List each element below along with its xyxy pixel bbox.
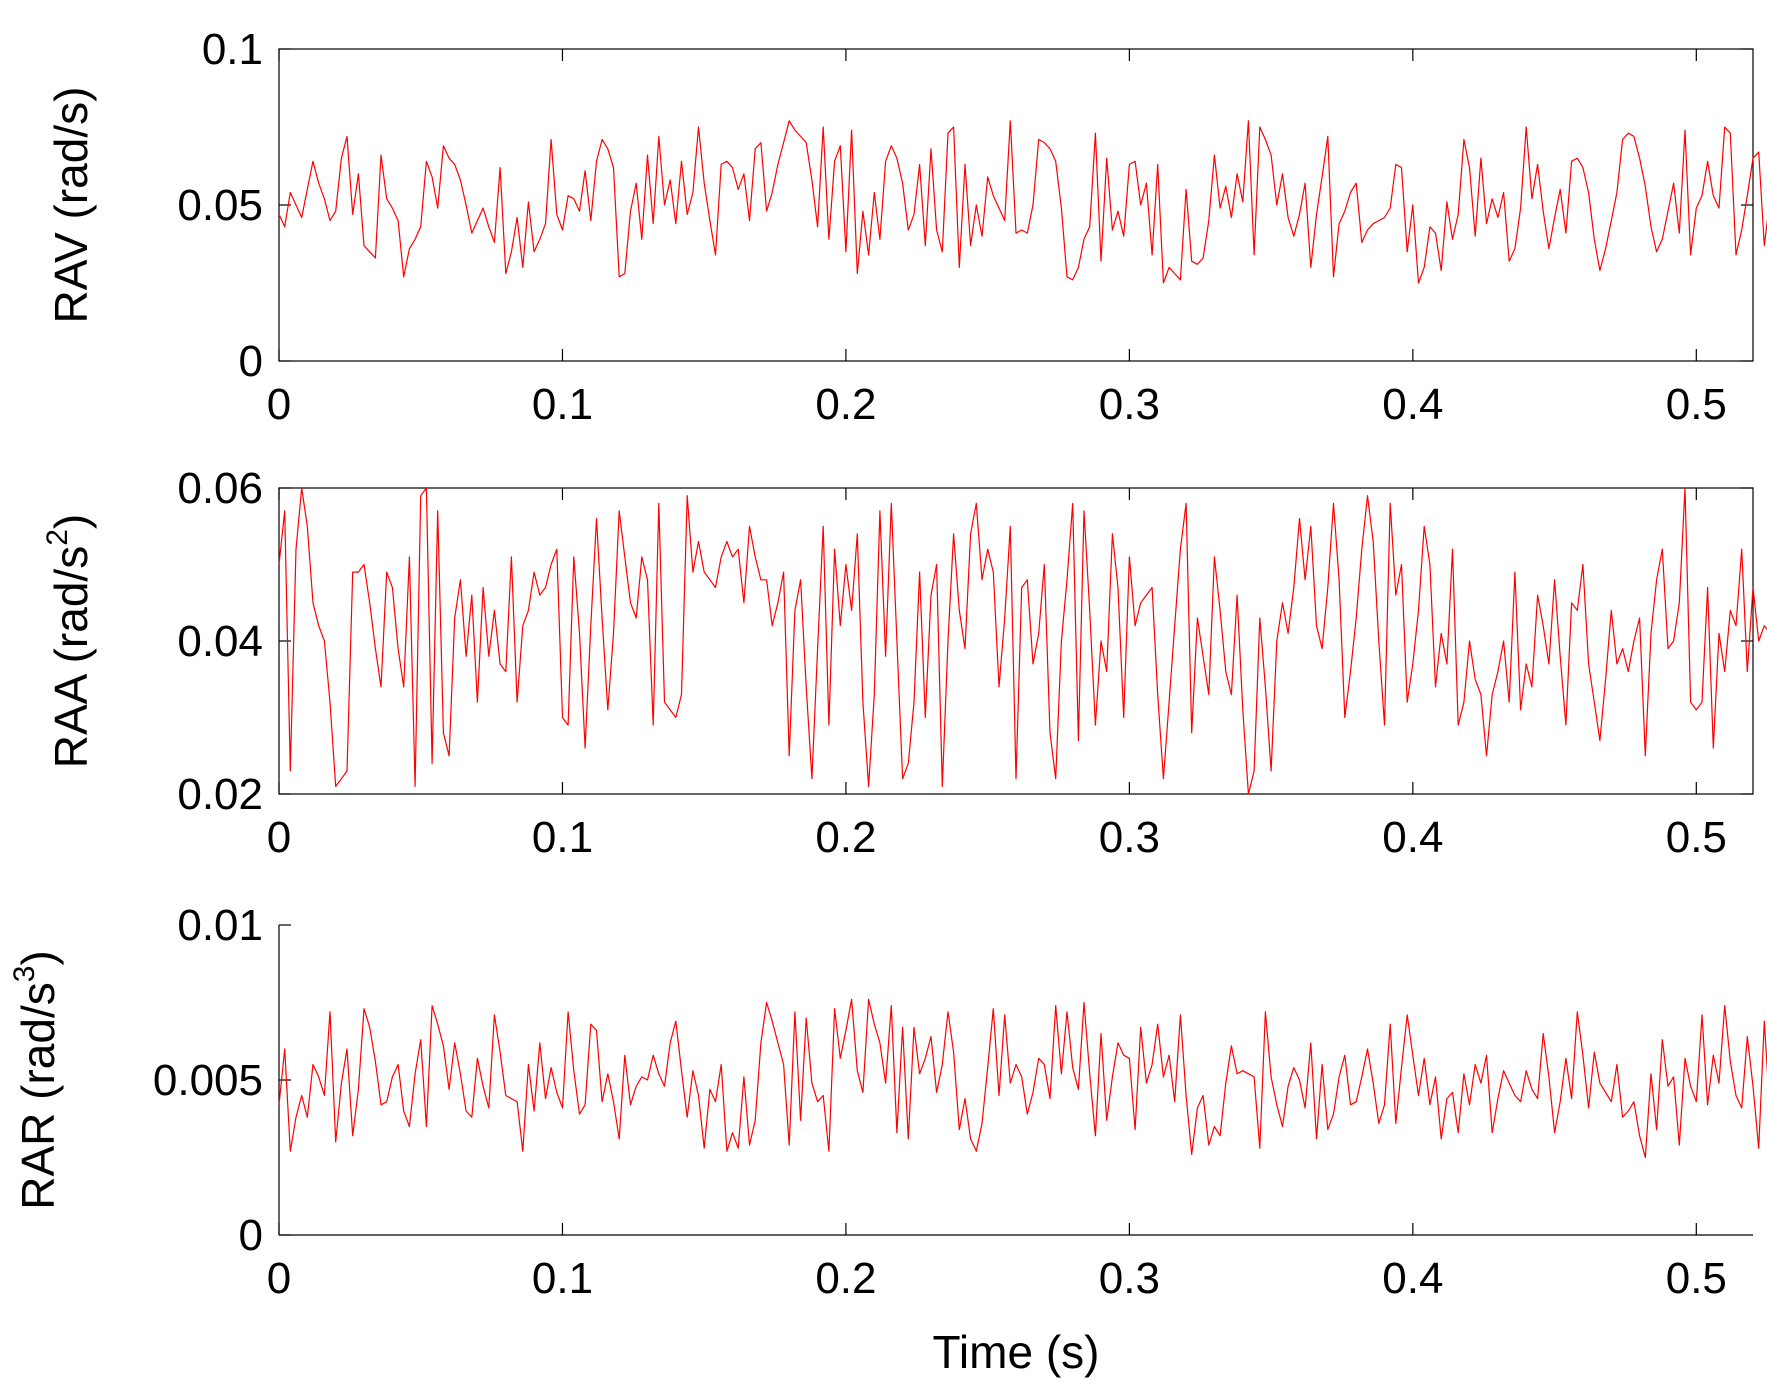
x-tick-label: 0.1 [532,380,593,429]
y-tick-label: 0.1 [202,25,263,74]
y-tick-label: 0.05 [177,181,263,230]
x-tick-label: 0.4 [1382,813,1443,862]
x-tick-label: 0.5 [1666,380,1727,429]
y-axis-label: RAA (rad/s2) [41,514,97,768]
x-tick-label: 0.1 [532,1254,593,1303]
panel-3: 0 0.1 0.2 0.3 0.4 0.5 0 0.005 0.01 RAR (rad/s3) Ti… [8,901,1767,1378]
x-tick-label: 0.4 [1382,380,1443,429]
x-tick-label: 0 [267,1254,291,1303]
y-tick-label: 0.005 [153,1056,263,1105]
x-tick-label: 0 [267,380,291,429]
x-tick-label: 0.2 [815,380,876,429]
plot-frame [278,487,1754,795]
y-tick-label: 0.02 [177,770,263,819]
panel-1: 0 0.1 0.2 0.3 0.4 0.5 0 0.05 0.1 RAV (rad/s) [45,25,1767,429]
y-axis-label: RAR (rad/s3) [8,950,64,1210]
panel-2: 0 0.1 0.2 0.3 0.4 0.5 0.02 0.04 0.06 RAA (rad/s2) [41,464,1767,862]
x-tick-label: 0 [267,813,291,862]
x-tick-label: 0.5 [1666,1254,1727,1303]
y-tick-label: 0 [239,337,263,386]
x-axis-label: Time (s) [933,1326,1100,1378]
y-axis-label: RAV (rad/s) [45,87,97,324]
x-tick-label: 0.5 [1666,813,1727,862]
x-tick-label: 0.2 [815,1254,876,1303]
series-line [278,120,1767,284]
plot-frame [278,48,1754,362]
x-tick-label: 0.3 [1099,813,1160,862]
x-tick-label: 0.3 [1099,1254,1160,1303]
y-tick-label: 0.01 [177,901,263,950]
y-tick-label: 0.04 [177,617,263,666]
x-tick-label: 0.2 [815,813,876,862]
x-tick-label: 0.4 [1382,1254,1443,1303]
series-line [278,998,1767,1159]
y-tick-label: 0.06 [177,464,263,513]
x-tick-label: 0.3 [1099,380,1160,429]
y-tick-label: 0 [239,1211,263,1260]
x-tick-label: 0.1 [532,813,593,862]
series-line [278,487,1767,795]
